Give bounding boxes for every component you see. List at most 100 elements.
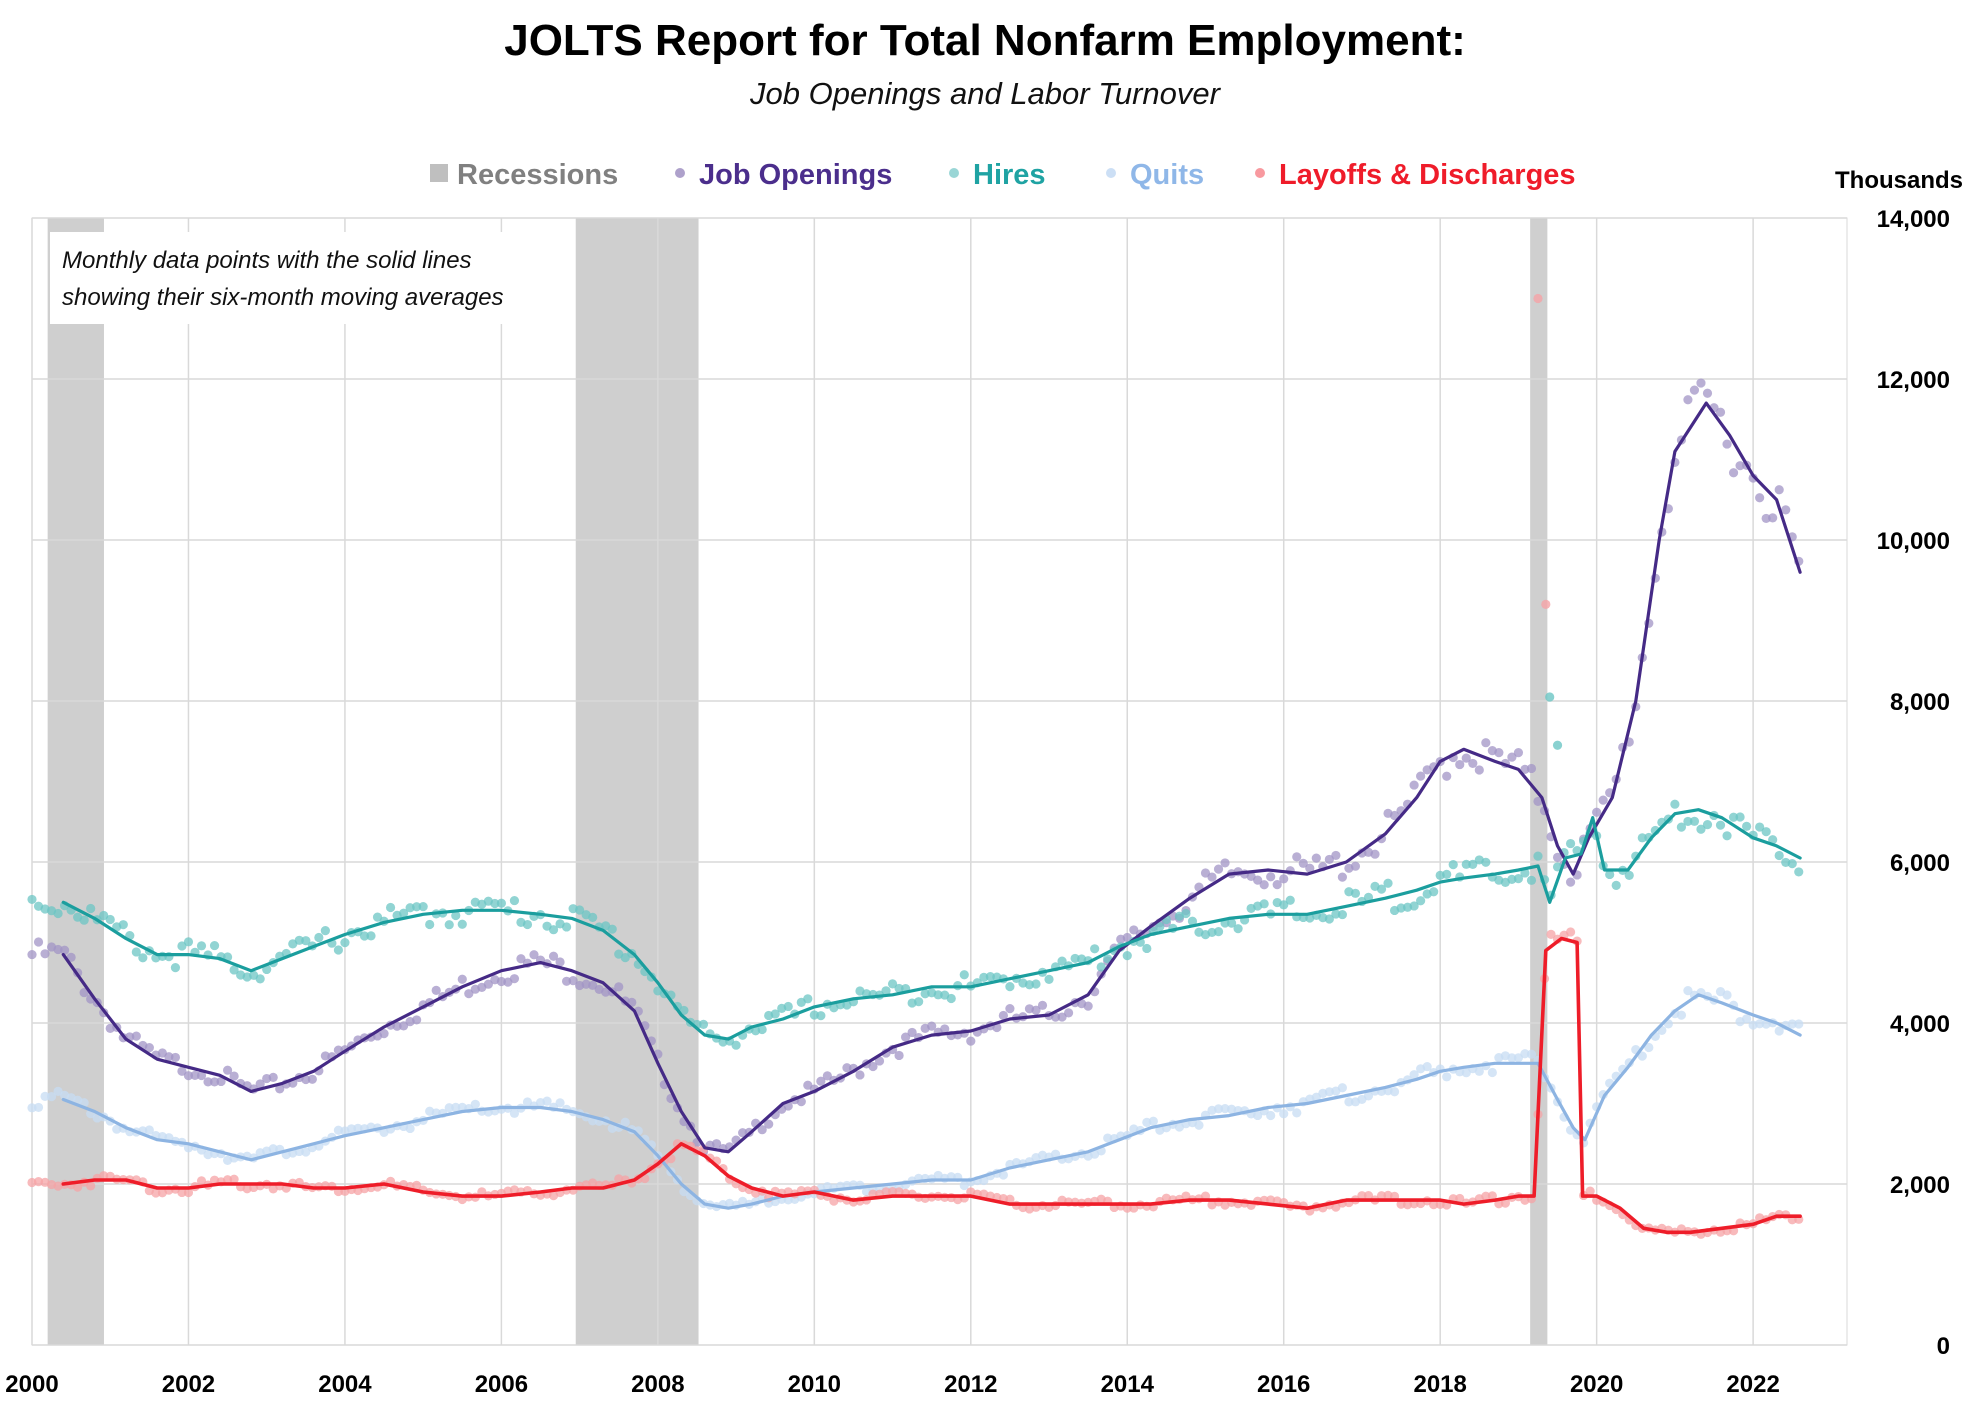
- hires-point: [620, 953, 630, 963]
- x-tick-label: 2022: [1726, 1371, 1779, 1398]
- job-openings-point: [229, 1071, 239, 1081]
- chart-title: JOLTS Report for Total Nonfarm Employmen…: [504, 16, 1466, 65]
- job-openings-point: [1768, 513, 1778, 523]
- x-tick-label: 2006: [475, 1371, 528, 1398]
- hires-point: [757, 1024, 767, 1035]
- job-openings-point: [927, 1021, 937, 1031]
- recession-band-1: [47, 218, 104, 1345]
- hires-point: [209, 940, 220, 951]
- quits-point: [301, 1147, 311, 1157]
- hires-point: [1187, 916, 1198, 926]
- job-openings-point: [79, 987, 89, 998]
- quits-point: [1389, 1087, 1400, 1097]
- job-openings-point: [1305, 863, 1315, 873]
- quits-point: [451, 1102, 461, 1112]
- hires-point: [1794, 867, 1804, 877]
- x-tick-label: 2018: [1413, 1371, 1466, 1398]
- job-openings-point: [392, 1021, 402, 1031]
- job-openings-point: [275, 1084, 285, 1094]
- y-tick-label: 8,000: [1890, 689, 1950, 716]
- job-openings-point: [1728, 468, 1739, 478]
- hires-point: [1605, 869, 1615, 880]
- hires-point: [490, 898, 500, 909]
- job-openings-point: [1565, 877, 1576, 887]
- legend-item-layoffs-and-discharges: Layoffs & Discharges: [1255, 159, 1576, 191]
- job-openings-point: [1350, 861, 1361, 871]
- job-openings-point: [40, 949, 50, 959]
- hires-point: [1155, 921, 1165, 932]
- legend-label: Hires: [973, 159, 1046, 191]
- hires-point: [1702, 819, 1713, 830]
- job-openings-point: [33, 937, 44, 947]
- quits-point: [1253, 1110, 1263, 1121]
- hires-point: [1481, 857, 1491, 867]
- recession-band-2: [575, 218, 699, 1345]
- quits-point: [40, 1091, 50, 1101]
- job-openings-point: [1337, 872, 1347, 882]
- y-axis-ticks: 0 2,000 4,000 6,000 8,000 10,000 12,000 14,000: [1877, 206, 1950, 1360]
- hires-point: [1742, 821, 1752, 831]
- hires-point: [607, 924, 617, 934]
- hires-point: [1624, 870, 1634, 880]
- job-openings-point: [1050, 1012, 1061, 1022]
- quits-point: [1363, 1091, 1374, 1101]
- chart-subtitle: Job Openings and Labor Turnover: [749, 76, 1222, 111]
- job-openings-point: [1005, 1004, 1015, 1014]
- layoffs-and-discharges-point: [1376, 1191, 1387, 1201]
- job-openings-point: [27, 949, 37, 960]
- quits-point: [1148, 1116, 1158, 1126]
- hires-point: [1044, 974, 1054, 984]
- hires-point: [301, 936, 311, 946]
- job-openings-point: [301, 1074, 311, 1085]
- job-openings-point: [1331, 850, 1341, 861]
- x-tick-label: 2014: [1101, 1371, 1155, 1398]
- legend-label: Recessions: [457, 159, 618, 191]
- quits-point: [509, 1108, 520, 1118]
- hires-point: [496, 898, 506, 908]
- job-openings-point: [59, 945, 70, 955]
- job-openings-point: [874, 1056, 885, 1066]
- job-openings-point: [170, 1052, 181, 1063]
- job-openings-point: [1083, 1001, 1093, 1011]
- job-openings-point: [196, 1070, 207, 1081]
- job-openings-point: [412, 1015, 422, 1025]
- job-openings-point: [548, 951, 559, 961]
- layoffs-and-discharges-point: [887, 1187, 898, 1197]
- job-openings-point: [1683, 395, 1693, 405]
- hires-point: [53, 908, 63, 919]
- quits-point: [1507, 1053, 1517, 1063]
- job-openings-point: [1481, 738, 1491, 748]
- hires-point: [914, 997, 924, 1007]
- job-openings-point: [1455, 759, 1465, 770]
- layoffs-and-discharges-point: [177, 1187, 187, 1198]
- moving-average-lines: [61, 401, 1802, 1235]
- job-openings-point: [568, 976, 578, 986]
- y-tick-label: 0: [1937, 1333, 1950, 1360]
- job-openings-point: [307, 1074, 317, 1084]
- hires-point: [170, 963, 181, 973]
- hires-point: [1031, 979, 1041, 989]
- quits-point: [1409, 1070, 1419, 1080]
- y-tick-label: 10,000: [1877, 528, 1950, 555]
- job-openings-point: [1552, 852, 1563, 862]
- job-openings-point: [764, 1119, 774, 1129]
- job-openings-point: [1689, 385, 1700, 395]
- layoffs-and-discharges-point: [1363, 1191, 1374, 1201]
- job-openings-point: [1468, 758, 1478, 769]
- quits-point: [27, 1103, 37, 1113]
- job-openings-point: [1598, 795, 1608, 805]
- annotation-background: [50, 232, 570, 324]
- plot-area: [27, 217, 1848, 1346]
- layoffs-and-discharges-point: [183, 1187, 194, 1198]
- hires-point: [509, 895, 520, 906]
- job-openings-point: [1220, 858, 1230, 868]
- quits-point: [1774, 1026, 1784, 1036]
- hires-line: [61, 808, 1802, 1041]
- hires-point: [1429, 887, 1439, 897]
- annotation-box: Monthly data points with the solid lines…: [50, 232, 570, 324]
- job-openings-point: [711, 1139, 722, 1149]
- legend-item-quits: Quits: [1106, 159, 1204, 191]
- hires-point: [959, 970, 969, 980]
- annotation-line-2: showing their six-month moving averages: [62, 284, 504, 311]
- job-openings-point: [1474, 765, 1484, 775]
